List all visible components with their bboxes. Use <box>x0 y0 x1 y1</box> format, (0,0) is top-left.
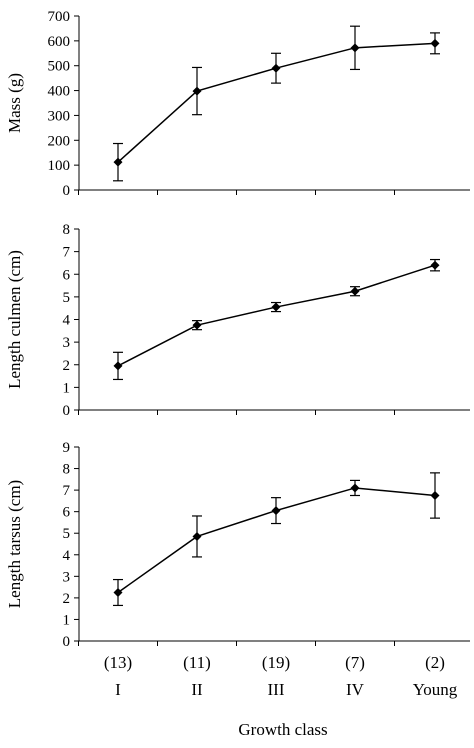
x-tick-label: Young <box>413 680 458 699</box>
data-point <box>350 43 360 53</box>
data-point <box>113 157 123 167</box>
data-point <box>113 361 123 371</box>
y-tick-label: 0 <box>63 403 71 419</box>
y-tick-label: 6 <box>63 267 71 283</box>
y-tick-label: 0 <box>63 183 71 199</box>
y-tick-label: 300 <box>48 108 71 124</box>
y-tick-label: 4 <box>63 548 71 564</box>
data-point <box>350 483 360 493</box>
sample-size-label: (11) <box>183 653 211 672</box>
y-tick-label: 1 <box>63 380 71 396</box>
y-tick-label: 500 <box>48 59 71 75</box>
y-tick-label: 7 <box>63 245 71 261</box>
x-tick-label: III <box>268 680 285 699</box>
y-tick-label: 100 <box>48 158 71 174</box>
y-tick-label: 5 <box>63 290 71 306</box>
data-point <box>430 491 440 500</box>
y-tick-label: 600 <box>48 34 71 50</box>
y-tick-label: 3 <box>63 569 71 585</box>
panel-1: 0 100 200 300 400 500 600 700 Mass (g) <box>5 9 470 199</box>
series-line <box>117 264 436 367</box>
sample-size-label: (19) <box>262 653 290 672</box>
data-point <box>192 320 202 330</box>
data-point <box>271 302 281 312</box>
data-point <box>113 588 123 597</box>
data-point <box>350 286 360 296</box>
y-tick-label: 3 <box>63 335 71 351</box>
sample-size-label: (2) <box>425 653 445 672</box>
x-axis-title: Growth class <box>238 720 327 739</box>
y-tick-label: 2 <box>63 358 71 374</box>
data-point <box>192 531 202 541</box>
y-axis-title: Length culmen (cm) <box>5 250 24 389</box>
y-axis-title: Mass (g) <box>5 73 24 133</box>
y-tick-label: 6 <box>63 505 71 521</box>
y-tick-label: 2 <box>63 591 71 607</box>
sample-size-label: (13) <box>104 653 132 672</box>
y-tick-label: 1 <box>63 612 71 628</box>
data-point <box>271 63 281 73</box>
y-tick-label: 400 <box>48 84 71 100</box>
y-tick-label: 7 <box>63 483 71 499</box>
y-tick-label: 5 <box>63 526 71 542</box>
y-tick-label: 9 <box>63 440 71 456</box>
y-tick-label: 4 <box>63 313 71 329</box>
sample-size-label: (7) <box>345 653 365 672</box>
panel-2: 0 1 2 3 4 5 6 7 8 Length culmen (cm) <box>5 222 470 419</box>
data-point <box>192 86 202 96</box>
data-point <box>430 38 440 48</box>
y-tick-label: 200 <box>48 133 71 149</box>
data-point <box>430 260 440 270</box>
panel-3: 0 1 2 3 4 5 6 7 8 9 Length tarsus (cm) <box>5 440 470 650</box>
x-tick-label: II <box>191 680 203 699</box>
data-point <box>271 506 281 516</box>
y-tick-label: 8 <box>63 222 71 238</box>
y-tick-label: 8 <box>63 462 71 478</box>
y-tick-label: 0 <box>63 634 71 650</box>
y-tick-label: 700 <box>48 9 71 25</box>
x-tick-label: IV <box>346 680 365 699</box>
y-axis-title: Length tarsus (cm) <box>5 480 24 608</box>
x-tick-label: I <box>115 680 121 699</box>
